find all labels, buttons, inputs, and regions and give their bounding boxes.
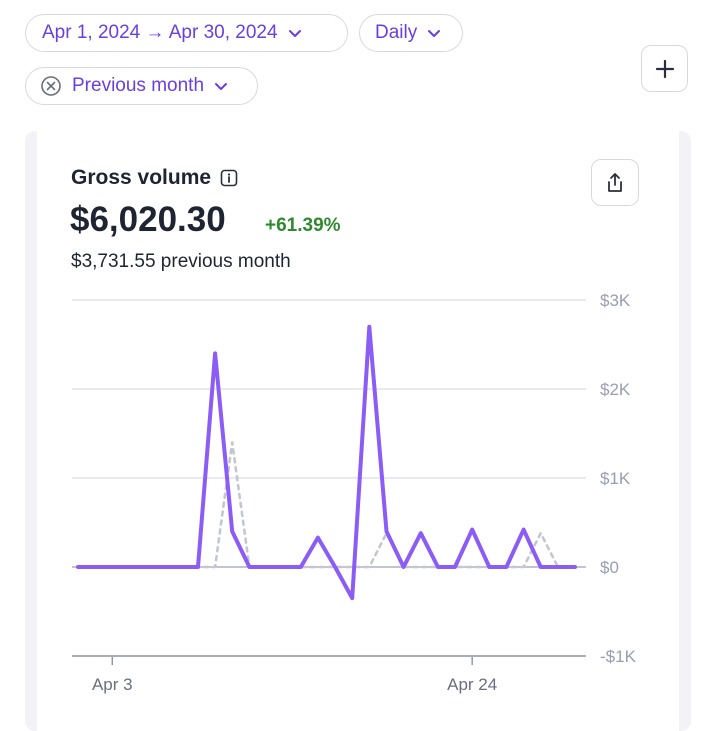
current-month-series-line [78, 327, 575, 598]
x-tick-label: Apr 24 [447, 675, 497, 694]
x-tick-label: Apr 3 [92, 675, 133, 694]
y-tick-label: $1K [600, 469, 631, 488]
y-tick-label: $3K [600, 291, 631, 310]
previous-month-series-line [78, 442, 575, 567]
y-tick-label: $0 [600, 558, 619, 577]
y-tick-label: $2K [600, 380, 631, 399]
y-tick-label: -$1K [600, 647, 637, 666]
